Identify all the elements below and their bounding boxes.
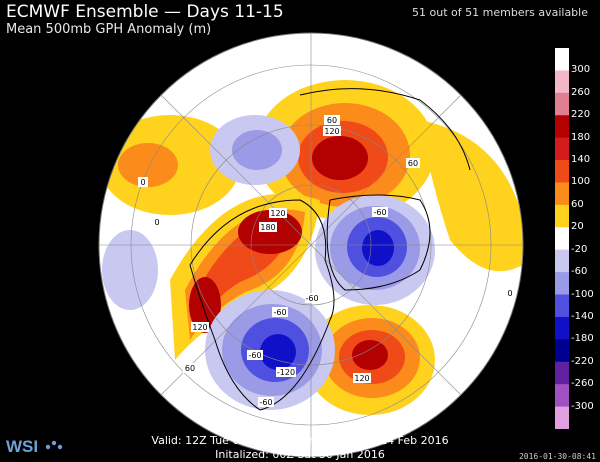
- colorbar-swatch: [555, 249, 569, 273]
- contour-labels: 60 120 60 120 180 -60 -60 120 60 -60 -12…: [138, 115, 515, 407]
- colorbar-label: -60: [571, 266, 588, 278]
- contour-label: 0: [140, 178, 145, 187]
- colorbar-swatch: [555, 272, 569, 296]
- colorbar-label: -20: [571, 243, 588, 255]
- colorbar-swatch: [555, 48, 569, 71]
- contour-label: -60: [305, 294, 318, 303]
- contour-label: 60: [327, 116, 337, 125]
- colorbar-swatch: [555, 160, 569, 183]
- colorbar-label: -180: [571, 333, 594, 345]
- timestamp: 2016-01-30-08:41: [518, 452, 596, 461]
- contour-label: 180: [260, 223, 275, 232]
- colorbar-swatch: [555, 406, 569, 429]
- colorbar: [555, 48, 569, 429]
- colorbar-label: -140: [571, 310, 594, 322]
- colorbar-label: 180: [571, 131, 591, 143]
- coastlines: [189, 88, 471, 411]
- map-title: ECMWF Ensemble — Days 11-15: [6, 2, 284, 22]
- colorbar-label: -260: [571, 378, 594, 390]
- members-available: 51 out of 51 members available: [412, 6, 588, 19]
- contour-label: 60: [185, 364, 195, 373]
- colorbar-label: -100: [571, 288, 594, 300]
- contour-label: -120: [277, 368, 295, 377]
- colorbar-label: 20: [571, 221, 584, 233]
- contour-label: 120: [192, 323, 207, 332]
- contour-label: -60: [373, 208, 386, 217]
- colorbar-swatch: [555, 115, 569, 139]
- colorbar-label: 140: [571, 154, 591, 166]
- colorbar-label: 60: [571, 198, 584, 210]
- wsi-logo: WSI: [6, 437, 63, 456]
- colorbar-label: -300: [571, 400, 594, 412]
- contour-label: -60: [259, 398, 272, 407]
- colorbar-swatch: [555, 339, 569, 363]
- colorbar-swatch: [555, 316, 569, 340]
- colorbar-swatch: [555, 227, 569, 251]
- colorbar-swatch: [555, 294, 569, 318]
- colorbar-label: 220: [571, 109, 591, 121]
- colorbar-label: 100: [571, 176, 591, 188]
- colorbar-swatch: [555, 182, 569, 206]
- colorbar-label: 300: [571, 64, 591, 76]
- colorbar-labels: 300 260 220 180 140 100 60 20 -20 -60 -100 -140 -180…: [571, 48, 600, 429]
- colorbar-label: -220: [571, 355, 594, 367]
- colorbar-swatch: [555, 361, 569, 385]
- graticule: [99, 33, 523, 457]
- colorbar-swatch: [555, 384, 569, 408]
- colorbar-swatch: [555, 204, 569, 228]
- contour-label: 0: [154, 218, 159, 227]
- colorbar-swatch: [555, 137, 569, 161]
- contour-label: 120: [324, 127, 339, 136]
- contour-label: -60: [248, 351, 261, 360]
- logo-text: WSI: [6, 437, 38, 456]
- contour-label: -60: [273, 308, 286, 317]
- contour-label: 120: [354, 374, 369, 383]
- contour-label: 60: [408, 159, 418, 168]
- anomaly-fields: [100, 80, 523, 415]
- valid-time: Valid: 12Z Tue 09 Feb 2016 thru 00Z Sun …: [151, 434, 449, 447]
- contour-label: 120: [270, 209, 285, 218]
- contour-label: 0: [507, 289, 512, 298]
- colorbar-swatch: [555, 70, 569, 94]
- colorbar-label: 260: [571, 86, 591, 98]
- init-time: Initalized: 00Z Sat 30 Jan 2016: [215, 448, 385, 461]
- map-subtitle: Mean 500mb GPH Anomaly (m): [6, 22, 212, 37]
- colorbar-swatch: [555, 92, 569, 116]
